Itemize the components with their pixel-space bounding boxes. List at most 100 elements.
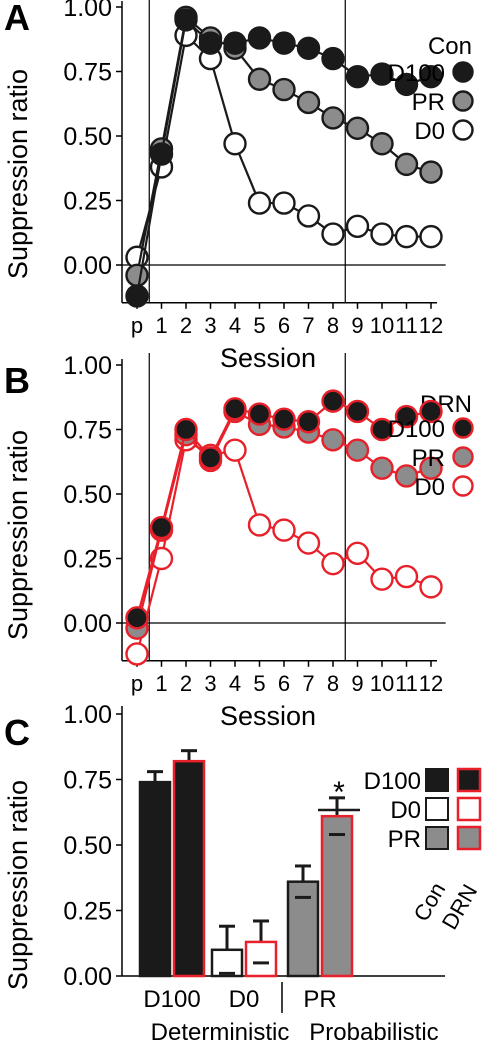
panel-c-category-label-d0: D0 <box>229 986 260 1013</box>
panel-a-point-d100 <box>321 46 345 71</box>
panel-a-x-tick-label: 3 <box>204 313 216 338</box>
panel-a-x-tick-label: 1 <box>155 313 167 338</box>
panel-c-legend-swatch-drn-d0 <box>456 796 482 822</box>
panel-a-point-pr <box>247 67 272 91</box>
panel-a-x-tick-label: p <box>131 313 143 338</box>
panel-b-legend-label-pr: PR <box>412 445 445 472</box>
panel-a-point-pr <box>370 132 394 156</box>
panel-a-x-tick-label: 4 <box>229 313 241 338</box>
panel-a-point-d100 <box>247 26 272 50</box>
panel-b-point-d100 <box>272 407 296 431</box>
panel-a-x-tick-label: 6 <box>278 313 290 338</box>
panel-a-legend-marker-pr <box>452 90 474 112</box>
panel-c-legend-swatch-con-d100 <box>425 768 449 792</box>
panel-a-x-tick-label: 7 <box>302 313 314 338</box>
panel-a-x-tick-label: 11 <box>395 313 418 338</box>
panel-b-x-tick-label: p <box>131 671 143 696</box>
panel-b-plot: 1.000.750.500.250.00p 1 2 3 4 5 6 7 8 9 10 11 12D100… <box>63 352 474 696</box>
panel-b-x-tick-label: 6 <box>278 671 290 696</box>
panel-b-x-tick-label: 1 <box>155 671 167 696</box>
panel-b-ylabel: Suppression ratio <box>3 430 33 640</box>
panel-a-point-d100 <box>394 72 419 97</box>
panel-a-point-d100 <box>149 142 174 166</box>
panel-b-point-d100 <box>296 410 321 434</box>
panel-c-legend-swatch-drn-pr <box>456 825 482 851</box>
panel-c-group-deterministic: Deterministic <box>151 1019 290 1045</box>
panel-a-xlabel: Session <box>220 343 316 373</box>
panel-b-point-d100 <box>174 417 198 442</box>
panel-a-point-d100 <box>419 64 443 89</box>
panel-b-x-tick-label: 9 <box>351 671 363 696</box>
panel-b-x-tick-label: 5 <box>253 671 265 696</box>
panel-a-point-d100 <box>198 31 223 55</box>
panel-b-point-d100 <box>247 402 272 426</box>
panel-b-x-tick-label: 8 <box>327 671 339 696</box>
panel-c-y-tick-label: 0.75 <box>63 767 112 795</box>
panel-b-point-pr <box>394 464 419 488</box>
panel-b-legend-marker-d0 <box>452 475 474 497</box>
panel-a-point-pr <box>272 77 296 102</box>
panel-b-point-d100 <box>345 399 370 424</box>
panel-a-point-d0 <box>247 191 272 215</box>
panel-b-y-tick-label: 0.00 <box>63 610 112 638</box>
panel-a-legend-label-d0: D0 <box>414 118 445 145</box>
panel-c-significance: * <box>333 776 345 809</box>
panel-a-point-d100 <box>370 62 394 86</box>
panel-a-point-d0 <box>419 224 443 249</box>
panel-b-x-tick-label: 3 <box>204 671 216 696</box>
panel-c-y-tick-label: 0.00 <box>63 963 112 991</box>
panel-a-y-tick-label: 1.00 <box>63 0 112 22</box>
panel-b-point-d0 <box>394 564 419 589</box>
panel-b-point-pr <box>321 428 345 452</box>
panel-b-y-tick-label: 0.25 <box>63 546 112 574</box>
panel-c-y-tick-label: 0.25 <box>63 898 112 926</box>
panel-a-point-d0 <box>223 132 247 156</box>
panel-c-legend-swatch-con-pr <box>425 826 449 850</box>
panel-b-xlabel: Session <box>220 701 316 731</box>
panel-a-x-tick-label: 2 <box>180 313 192 338</box>
panel-c-legend-label-d100: D100 <box>364 768 421 795</box>
panel-a-point-pr <box>321 106 345 130</box>
panel-c-bar-d0-con <box>210 948 244 978</box>
panel-b-point-d0 <box>419 575 443 599</box>
panel-c-bar-pr-drn <box>320 814 354 978</box>
panel-b-point-pr <box>345 438 370 462</box>
panel-b-point-d0 <box>321 551 345 576</box>
panel-a-point-d0 <box>296 204 321 228</box>
panel-a-x-tick-label: 5 <box>253 313 265 338</box>
panel-a-point-d100 <box>223 31 247 55</box>
panel-a-point-d100 <box>125 284 149 308</box>
panel-a-legend-label-d100: D100 <box>388 60 445 87</box>
panel-b-x-tick-label: 7 <box>302 671 314 696</box>
panel-b-letter: B <box>4 360 30 401</box>
panel-a-point-d0 <box>345 214 370 239</box>
panel-b-x-tick-label: 10 <box>370 671 394 696</box>
panel-a-point-pr <box>125 263 149 288</box>
panel-c-bar-d100-drn <box>172 759 206 978</box>
panel-c-legend-label-d0: D0 <box>390 797 421 824</box>
panel-c-bar-pr-con <box>286 880 320 978</box>
panel-a-point-pr <box>296 90 321 115</box>
panel-b-legend-label-d0: D0 <box>414 474 445 501</box>
panel-a-point-d100 <box>345 64 370 89</box>
panel-b-legend-marker-pr <box>452 446 474 468</box>
panel-b-point-d100 <box>125 606 149 630</box>
panel-a-point-d0 <box>272 191 296 215</box>
panel-c-group-probabilistic: Probabilistic <box>309 1019 438 1045</box>
panel-b-point-d0 <box>125 642 149 666</box>
panel-b-point-pr <box>370 456 394 480</box>
panel-c-legend-label-pr: PR <box>388 826 421 853</box>
panel-b-y-tick-label: 0.75 <box>63 417 112 445</box>
panel-b-point-d0 <box>345 541 370 566</box>
panel-a-point-d100 <box>272 31 296 55</box>
panel-a-point-d0 <box>321 222 345 246</box>
panel-a-ylabel: Suppression ratio <box>3 69 33 279</box>
panel-c-legend-swatch-con-d0 <box>425 797 449 821</box>
panel-b-x-tick-label: 2 <box>180 671 192 696</box>
panel-b-point-d100 <box>419 399 443 424</box>
panel-a-point-pr <box>345 116 370 140</box>
panel-a-y-tick-label: 0.50 <box>63 123 112 151</box>
panel-a-point-pr <box>394 152 419 177</box>
